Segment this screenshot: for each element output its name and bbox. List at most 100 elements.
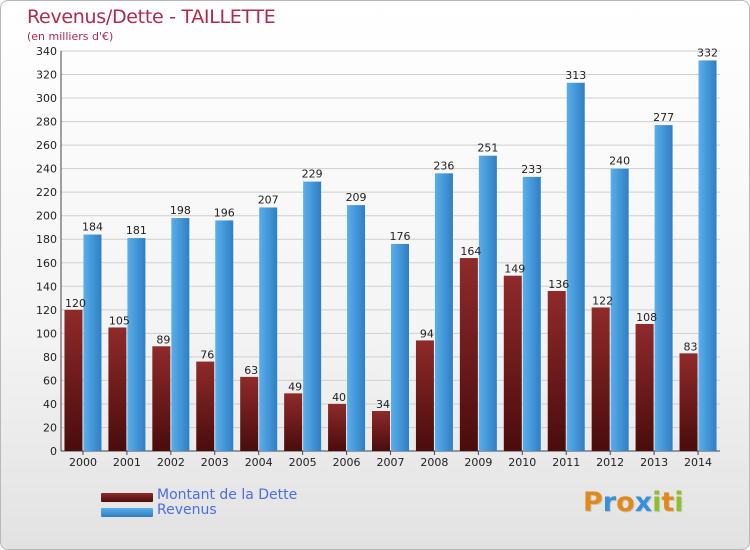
- y-tick-label: 160: [36, 257, 57, 270]
- y-tick-label: 280: [36, 116, 57, 129]
- bar-dette-2001: [108, 327, 127, 451]
- data-label-dette-2000: 120: [65, 297, 86, 310]
- y-tick-label: 300: [36, 92, 57, 105]
- y-tick-label: 220: [36, 186, 57, 199]
- bar-dette-2014: [679, 353, 698, 451]
- x-tick-label: 2012: [596, 456, 624, 469]
- bar-revenus-2002: [171, 218, 190, 451]
- bar-revenus-2005: [303, 181, 322, 451]
- data-label-revenus-2014: 332: [697, 46, 718, 59]
- data-label-revenus-2004: 207: [258, 193, 279, 206]
- bar-dette-2006: [328, 403, 347, 451]
- data-label-dette-2010: 149: [504, 263, 525, 276]
- logo-letter: o: [616, 487, 635, 518]
- logo-letter: P: [583, 487, 603, 518]
- y-tick-label: 140: [36, 280, 57, 293]
- chart-subtitle: (en milliers d'€): [27, 30, 114, 43]
- y-tick-label: 40: [43, 398, 57, 411]
- bar-dette-2007: [372, 411, 390, 451]
- x-tick-label: 2008: [420, 456, 448, 469]
- logo-letter: i: [652, 487, 662, 518]
- x-tick-label: 2010: [508, 456, 536, 469]
- y-tick-label: 60: [43, 374, 57, 387]
- bar-revenus-2006: [347, 205, 366, 451]
- legend-swatch-dette: [101, 493, 153, 502]
- x-tick-label: 2011: [552, 456, 580, 469]
- x-tick-label: 2001: [113, 456, 141, 469]
- bar-dette-2011: [547, 291, 566, 451]
- bar-dette-2012: [591, 307, 610, 451]
- legend-label-revenus: Revenus: [157, 502, 217, 518]
- x-tick-label: 2003: [201, 456, 229, 469]
- data-label-dette-2001: 105: [109, 314, 130, 327]
- bar-dette-2005: [284, 393, 303, 451]
- logo-letter: i: [674, 487, 684, 518]
- bar-dette-2010: [503, 275, 522, 451]
- bar-dette-2008: [415, 340, 434, 451]
- bar-revenus-2000: [83, 234, 102, 451]
- data-label-dette-2014: 83: [684, 340, 698, 353]
- x-tick-label: 2004: [245, 456, 273, 469]
- data-label-revenus-2002: 198: [170, 204, 191, 217]
- data-label-revenus-2013: 277: [653, 111, 674, 124]
- y-tick-label: 180: [36, 233, 57, 246]
- data-label-revenus-2008: 236: [433, 159, 454, 172]
- x-tick-label: 2005: [289, 456, 317, 469]
- logo-letter: t: [661, 487, 675, 518]
- data-label-revenus-2012: 240: [609, 155, 630, 168]
- data-label-revenus-2003: 196: [214, 206, 235, 219]
- y-tick-label: 200: [36, 210, 57, 223]
- y-tick-label: 340: [36, 45, 57, 58]
- x-tick-label: 2013: [640, 456, 668, 469]
- data-label-dette-2005: 49: [288, 380, 302, 393]
- data-label-revenus-2011: 313: [565, 69, 586, 82]
- bar-revenus-2008: [434, 173, 453, 451]
- bar-revenus-2001: [127, 238, 146, 451]
- bar-revenus-2009: [478, 155, 497, 452]
- x-tick-label: 2007: [377, 456, 405, 469]
- x-tick-label: 2014: [684, 456, 712, 469]
- data-label-revenus-2009: 251: [477, 142, 498, 155]
- data-label-revenus-2005: 229: [302, 168, 323, 181]
- data-label-dette-2002: 89: [156, 333, 170, 346]
- x-tick-label: 2006: [333, 456, 361, 469]
- y-tick-label: 100: [36, 327, 57, 340]
- y-tick-label: 320: [36, 69, 57, 82]
- bar-revenus-2003: [215, 220, 234, 451]
- bar-revenus-2013: [654, 125, 673, 451]
- data-label-dette-2008: 94: [420, 327, 434, 340]
- bar-dette-2003: [196, 361, 215, 451]
- y-tick-label: 260: [36, 139, 57, 152]
- x-tick-label: 2002: [157, 456, 185, 469]
- logo-letter: x: [634, 487, 653, 518]
- y-tick-label: 80: [43, 351, 57, 364]
- bar-dette-2009: [459, 258, 478, 451]
- legend-label-dette: Montant de la Dette: [157, 487, 298, 503]
- bar-revenus-2014: [698, 60, 717, 451]
- data-label-dette-2007: 34: [376, 398, 390, 411]
- data-label-dette-2003: 76: [200, 349, 214, 362]
- data-label-revenus-2006: 209: [346, 191, 367, 204]
- data-label-revenus-2007: 176: [390, 230, 411, 243]
- data-label-dette-2009: 164: [460, 245, 481, 258]
- data-label-dette-2004: 63: [244, 364, 258, 377]
- data-label-revenus-2010: 233: [521, 163, 542, 176]
- proxiti-logo: Proxiti: [583, 487, 684, 518]
- bar-dette-2002: [152, 346, 171, 451]
- bar-revenus-2011: [566, 82, 585, 451]
- bar-dette-2013: [635, 323, 654, 451]
- legend-swatch-revenus: [101, 508, 153, 517]
- data-label-revenus-2001: 181: [126, 224, 147, 237]
- x-tick-label: 2000: [69, 456, 97, 469]
- bar-dette-2000: [64, 309, 83, 451]
- bar-revenus-2012: [610, 168, 629, 451]
- bar-revenus-2010: [522, 176, 541, 451]
- bar-dette-2004: [240, 376, 259, 451]
- bar-revenus-2007: [391, 243, 409, 451]
- logo-letter: r: [602, 487, 617, 518]
- data-label-dette-2011: 136: [548, 278, 569, 291]
- y-tick-label: 20: [43, 421, 57, 434]
- data-label-dette-2006: 40: [332, 391, 346, 404]
- y-tick-label: 240: [36, 163, 57, 176]
